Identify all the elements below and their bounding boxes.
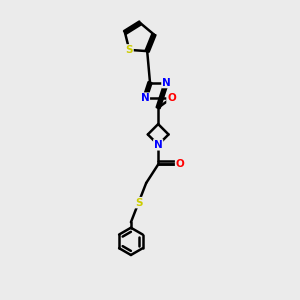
Text: N: N	[141, 93, 149, 103]
Text: N: N	[162, 78, 171, 88]
Text: S: S	[135, 198, 142, 208]
Text: S: S	[125, 45, 133, 55]
Text: O: O	[176, 160, 184, 170]
Text: N: N	[154, 140, 163, 150]
Text: O: O	[167, 93, 176, 103]
